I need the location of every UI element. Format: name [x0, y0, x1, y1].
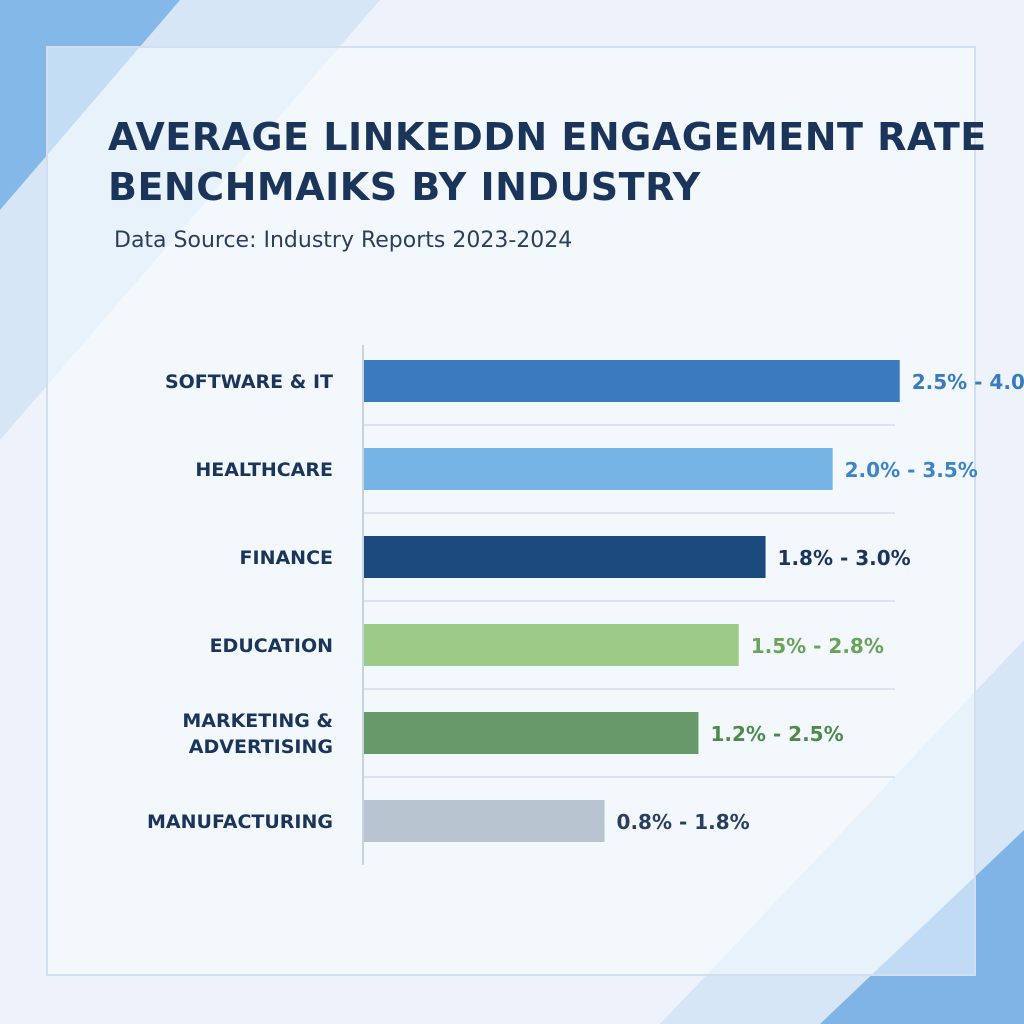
category-label: HEALTHCARE [195, 459, 333, 481]
value-labels: 2.5% - 4.0% 2.0% - 3.5% 1.8% - 3.0% 1.5% - … [617, 370, 1024, 834]
chart-title-line-1: AVERAGE LINKEDDN ENGAGEMENT RATE [108, 115, 987, 159]
value-label: 2.0% - 3.5% [845, 458, 978, 482]
category-labels: SOFTWARE & IT HEALTHCARE FINANCE EDUCATION M… [147, 371, 333, 833]
value-label: 2.5% - 4.0% [912, 370, 1024, 394]
bar [363, 448, 833, 490]
bar [363, 712, 699, 754]
category-label: SOFTWARE & IT [165, 371, 333, 393]
value-label: 1.2% - 2.5% [710, 722, 843, 746]
bar [363, 624, 739, 666]
category-label-line: FINANCE [240, 547, 333, 569]
category-label: EDUCATION [210, 635, 333, 657]
bar [363, 800, 605, 842]
category-label-line: SOFTWARE & IT [165, 371, 333, 393]
bar [363, 360, 900, 402]
category-label-line: ADVERTISING [189, 736, 333, 758]
bar [363, 536, 766, 578]
category-label: MANUFACTURING [147, 811, 333, 833]
category-label-line: EDUCATION [210, 635, 333, 657]
gridlines [363, 424, 895, 778]
chart-title: AVERAGE LINKEDDN ENGAGEMENT RATE BENCHMA… [108, 112, 987, 212]
category-label-line: MARKETING & [182, 710, 333, 732]
category-label-line: HEALTHCARE [195, 459, 333, 481]
chart-title-line-2: BENCHMAIKS BY INDUSTRY [108, 165, 701, 209]
category-label-line: MANUFACTURING [147, 811, 333, 833]
value-label: 0.8% - 1.8% [617, 810, 750, 834]
value-label: 1.8% - 3.0% [778, 546, 911, 570]
bars [363, 360, 900, 842]
chart-subtitle: Data Source: Industry Reports 2023-2024 [114, 228, 573, 253]
category-label: MARKETING & ADVERTISING [182, 710, 333, 758]
category-label: FINANCE [240, 547, 333, 569]
value-label: 1.5% - 2.8% [751, 634, 884, 658]
